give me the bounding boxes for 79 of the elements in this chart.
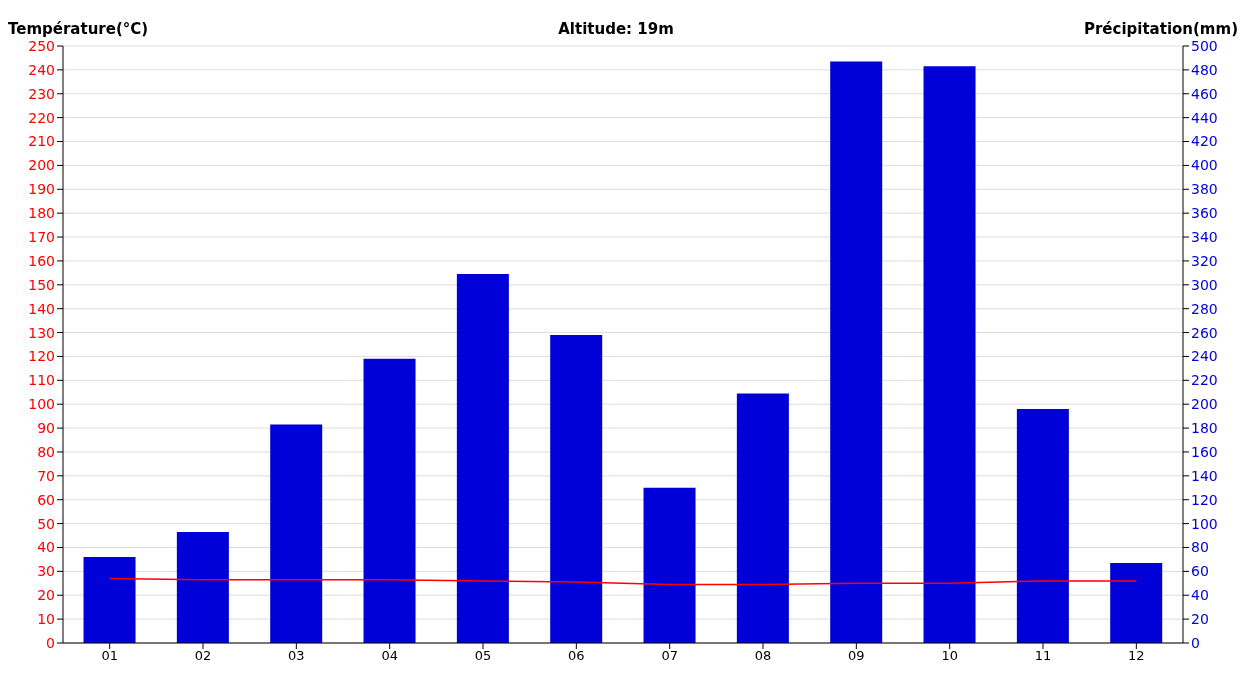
y-tick-label: 250 bbox=[28, 37, 55, 54]
x-tick-label: 04 bbox=[381, 648, 398, 664]
x-tick-label: 06 bbox=[568, 648, 585, 664]
y2-tick-label: 420 bbox=[1191, 133, 1218, 150]
y2-tick-label: 180 bbox=[1191, 420, 1218, 437]
y-tick-label: 60 bbox=[37, 491, 55, 508]
x-tick-label: 12 bbox=[1128, 648, 1145, 664]
y-tick-label: 120 bbox=[28, 348, 55, 365]
y-tick-label: 20 bbox=[37, 587, 55, 604]
y-tick-label: 220 bbox=[28, 109, 55, 126]
bar bbox=[923, 66, 976, 643]
y-tick-label: 100 bbox=[28, 396, 55, 413]
x-tick-label: 01 bbox=[101, 648, 118, 664]
y2-tick-label: 400 bbox=[1191, 157, 1218, 174]
y2-tick-label: 100 bbox=[1191, 515, 1218, 532]
y-tick-label: 140 bbox=[28, 300, 55, 317]
y2-tick-label: 60 bbox=[1191, 563, 1209, 580]
y2-tick-label: 0 bbox=[1191, 634, 1200, 651]
x-tick-label: 02 bbox=[194, 648, 212, 664]
y-tick-label: 230 bbox=[28, 85, 55, 102]
y2-tick-label: 440 bbox=[1191, 109, 1218, 126]
x-tick-label: 11 bbox=[1034, 648, 1052, 664]
bar bbox=[550, 334, 603, 643]
y-tick-label: 210 bbox=[28, 133, 55, 150]
bar bbox=[83, 557, 136, 643]
bar bbox=[456, 274, 509, 643]
y2-tick-label: 280 bbox=[1191, 300, 1218, 317]
x-tick-label: 07 bbox=[661, 648, 678, 664]
y-tick-label: 70 bbox=[37, 467, 55, 484]
y-tick-label: 90 bbox=[37, 420, 55, 437]
y2-tick-label: 360 bbox=[1191, 205, 1218, 222]
y2-axis-title: Précipitation(mm) bbox=[1083, 20, 1238, 38]
y-tick-label: 40 bbox=[37, 539, 55, 556]
y2-tick-label: 80 bbox=[1191, 539, 1209, 556]
chart-title: Altitude: 19m bbox=[558, 20, 674, 38]
bar bbox=[830, 61, 883, 643]
bar bbox=[736, 393, 789, 643]
bar bbox=[643, 487, 696, 643]
bar bbox=[176, 531, 229, 643]
y-tick-label: 50 bbox=[37, 515, 55, 532]
y2-tick-label: 220 bbox=[1191, 372, 1218, 389]
y2-tick-label: 200 bbox=[1191, 396, 1218, 413]
x-tick-label: 05 bbox=[474, 648, 492, 664]
y2-tick-label: 300 bbox=[1191, 276, 1218, 293]
y-tick-label: 30 bbox=[37, 563, 55, 580]
y2-tick-label: 460 bbox=[1191, 85, 1218, 102]
y2-tick-label: 240 bbox=[1191, 348, 1218, 365]
y2-tick-label: 340 bbox=[1191, 229, 1218, 246]
bar bbox=[1110, 563, 1163, 643]
y2-tick-label: 480 bbox=[1191, 61, 1218, 78]
y-tick-label: 130 bbox=[28, 324, 55, 341]
x-tick-label: 10 bbox=[941, 648, 958, 664]
y2-tick-label: 120 bbox=[1191, 491, 1218, 508]
y-tick-label: 190 bbox=[28, 181, 55, 198]
y-tick-label: 170 bbox=[28, 229, 55, 246]
y-tick-label: 10 bbox=[37, 611, 55, 628]
y2-tick-label: 40 bbox=[1191, 587, 1209, 604]
y-tick-label: 200 bbox=[28, 157, 55, 174]
y-tick-label: 80 bbox=[37, 443, 55, 460]
y2-tick-label: 20 bbox=[1191, 611, 1209, 628]
x-tick-label: 08 bbox=[754, 648, 772, 664]
x-tick-label: 03 bbox=[288, 648, 305, 664]
y2-tick-label: 320 bbox=[1191, 252, 1218, 269]
bar bbox=[1016, 408, 1069, 643]
y-tick-label: 0 bbox=[46, 634, 55, 651]
y2-tick-label: 160 bbox=[1191, 443, 1218, 460]
x-tick-label: 09 bbox=[848, 648, 865, 664]
y-tick-label: 110 bbox=[28, 372, 55, 389]
y2-tick-label: 500 bbox=[1191, 37, 1218, 54]
y2-tick-label: 140 bbox=[1191, 467, 1218, 484]
y-tick-label: 160 bbox=[28, 252, 55, 269]
bar bbox=[363, 358, 416, 643]
y2-tick-label: 260 bbox=[1191, 324, 1218, 341]
bar bbox=[270, 424, 323, 643]
y-tick-label: 240 bbox=[28, 61, 55, 78]
y-tick-label: 180 bbox=[28, 205, 55, 222]
y-tick-label: 150 bbox=[28, 276, 55, 293]
y-axis-title: Température(°C) bbox=[8, 20, 149, 38]
y2-tick-label: 380 bbox=[1191, 181, 1218, 198]
